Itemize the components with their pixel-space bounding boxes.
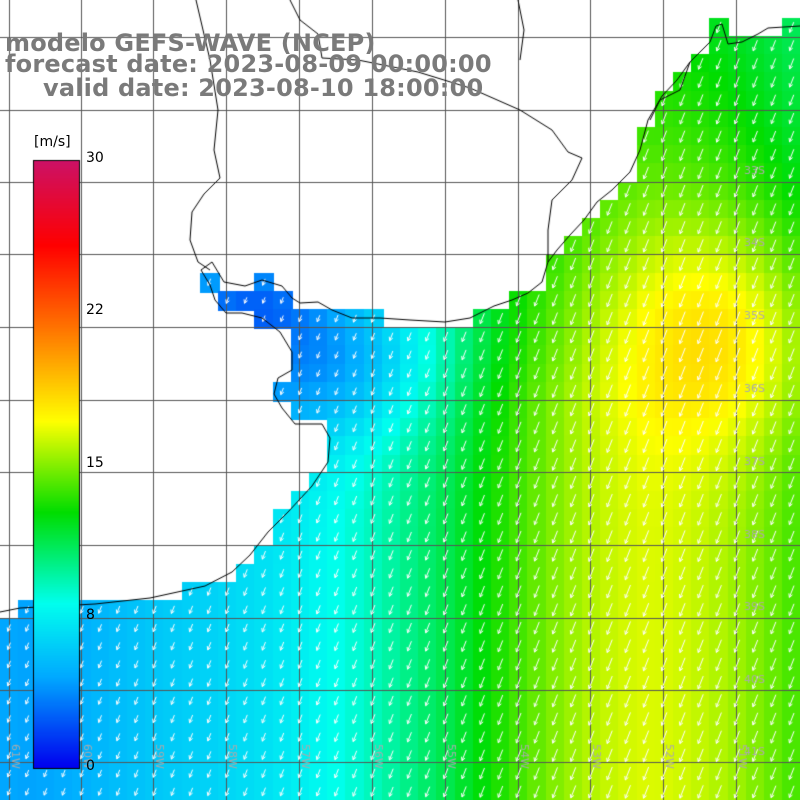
colorbar-tick-label: 15 bbox=[86, 455, 104, 471]
colorbar-unit-label: [m/s] bbox=[34, 134, 71, 150]
colorbar-tick-label: 30 bbox=[86, 150, 104, 166]
valid-date-label: valid date: 2023-08-10 18:00:00 bbox=[43, 74, 484, 102]
forecast-date-label: forecast date: 2023-08-09 00:00:00 bbox=[5, 50, 492, 78]
colorbar-tick-label: 8 bbox=[86, 607, 95, 623]
model-title: modelo GEFS-WAVE (NCEP) bbox=[5, 29, 376, 57]
colorbar-tick-label: 0 bbox=[86, 758, 95, 774]
colorbar-tick-label: 22 bbox=[86, 302, 104, 318]
